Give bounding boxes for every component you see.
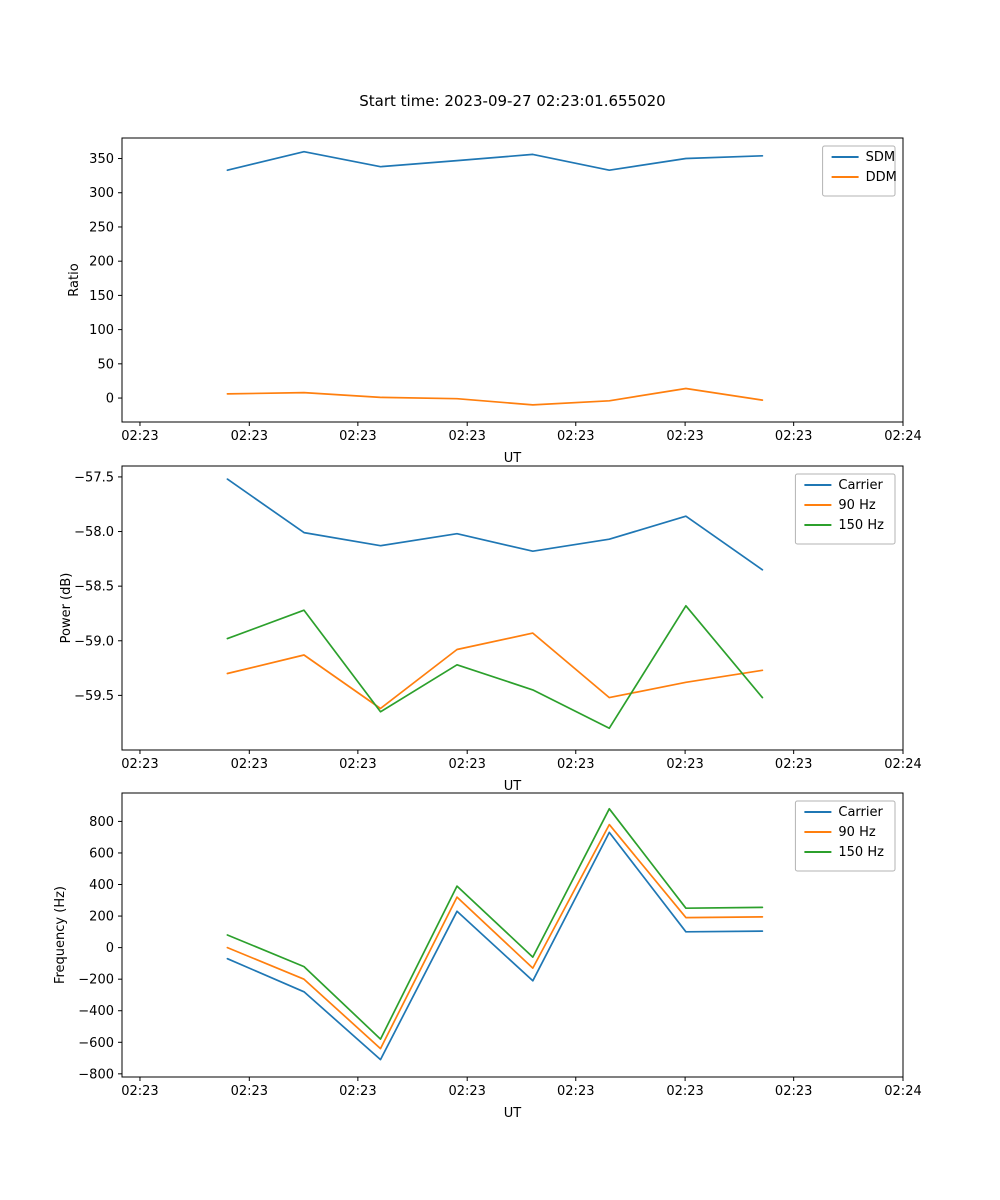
plot-area: 02:23 02:23 02:23 02:23 02:23 02:23 02:23 02:24… [53,792,922,1121]
y-tick-label: 250 [89,220,114,235]
legend: SDM DDM [822,145,897,197]
y-tick-label: 100 [89,323,114,338]
x-axis-label: UT [504,451,522,466]
x-tick-label: 02:23 [231,429,268,444]
legend: Carrier 90 Hz 150 Hz [794,800,896,872]
x-tick-label: 02:23 [121,1084,158,1099]
x-axis-label: UT [504,1106,522,1121]
x-tick-label: 02:24 [884,1084,921,1099]
y-tick-label: −600 [78,1036,114,1051]
y-tick-label: 0 [106,941,114,956]
x-tick-label: 02:23 [448,1084,485,1099]
legend-label: 150 Hz [838,845,884,860]
plot-border [121,465,904,751]
x-tick-label: 02:23 [775,429,812,444]
x-tick-label: 02:23 [666,757,703,772]
150-hz-line [226,807,764,1040]
figure-title: Start time: 2023-09-27 02:23:01.655020 [359,92,666,110]
y-tick-label: −800 [78,1067,114,1082]
y-tick-label: −200 [78,973,114,988]
90-hz-line [226,632,764,710]
legend-label: DDM [866,170,897,185]
y-tick-label: −59.0 [74,634,114,649]
power-chart: 02:23 02:23 02:23 02:23 02:23 02:23 02:23 02:24… [59,465,922,794]
x-tick-label: 02:23 [557,757,594,772]
y-tick-label: 600 [89,846,114,861]
ddm-line [226,387,764,406]
x-tick-label: 02:24 [884,429,921,444]
legend-label: SDM [866,150,895,165]
x-tick-label: 02:23 [448,757,485,772]
carrier-line [226,478,764,571]
y-tick-label: 350 [89,152,114,167]
y-tick-label: 0 [106,392,114,407]
legend-label: 90 Hz [838,825,875,840]
y-tick-label: 200 [89,255,114,270]
y-tick-label: −58.5 [74,580,114,595]
y-axis-label: Frequency (Hz) [53,886,68,984]
plot-border [121,792,904,1078]
y-tick-label: −57.5 [74,470,114,485]
x-tick-label: 02:23 [666,1084,703,1099]
y-tick-label: −59.5 [74,689,114,704]
plot-area: 02:23 02:23 02:23 02:23 02:23 02:23 02:23 02:24… [59,465,922,794]
y-tick-label: 50 [97,357,114,372]
legend-box [822,145,896,197]
plot-area: 02:23 02:23 02:23 02:23 02:23 02:23 02:23 02:24… [67,137,922,466]
x-tick-label: 02:23 [557,1084,594,1099]
x-tick-label: 02:23 [557,429,594,444]
y-axis-label: Power (dB) [59,573,74,644]
legend-label: 150 Hz [838,518,884,533]
legend-label: Carrier [838,478,883,493]
y-tick-label: 400 [89,878,114,893]
frequency-chart: 02:23 02:23 02:23 02:23 02:23 02:23 02:23 02:24… [53,792,922,1121]
sdm-line [226,150,764,172]
plot-border [121,137,904,423]
y-tick-label: 200 [89,910,114,925]
y-axis-label: Ratio [67,263,82,296]
x-tick-label: 02:23 [339,757,376,772]
x-axis-label: UT [504,779,522,794]
150-hz-line [226,604,764,730]
x-tick-label: 02:23 [231,1084,268,1099]
y-tick-label: 800 [89,815,114,830]
x-tick-label: 02:23 [775,757,812,772]
legend: Carrier 90 Hz 150 Hz [794,473,896,545]
y-tick-label: 300 [89,186,114,201]
legend-box [794,473,896,545]
legend-box [794,800,896,872]
y-tick-label: 150 [89,289,114,304]
legend-label: Carrier [838,805,883,820]
x-tick-label: 02:24 [884,757,921,772]
90-hz-line [226,823,764,1050]
y-tick-label: −400 [78,1004,114,1019]
y-tick-label: −58.0 [74,525,114,540]
x-tick-label: 02:23 [339,1084,376,1099]
ratio-chart: 02:23 02:23 02:23 02:23 02:23 02:23 02:23 02:24… [67,137,922,466]
carrier-line [226,831,764,1061]
x-tick-label: 02:23 [121,757,158,772]
x-tick-label: 02:23 [775,1084,812,1099]
x-tick-label: 02:23 [339,429,376,444]
x-tick-label: 02:23 [121,429,158,444]
x-tick-label: 02:23 [448,429,485,444]
x-tick-label: 02:23 [231,757,268,772]
legend-label: 90 Hz [838,498,875,513]
x-tick-label: 02:23 [666,429,703,444]
